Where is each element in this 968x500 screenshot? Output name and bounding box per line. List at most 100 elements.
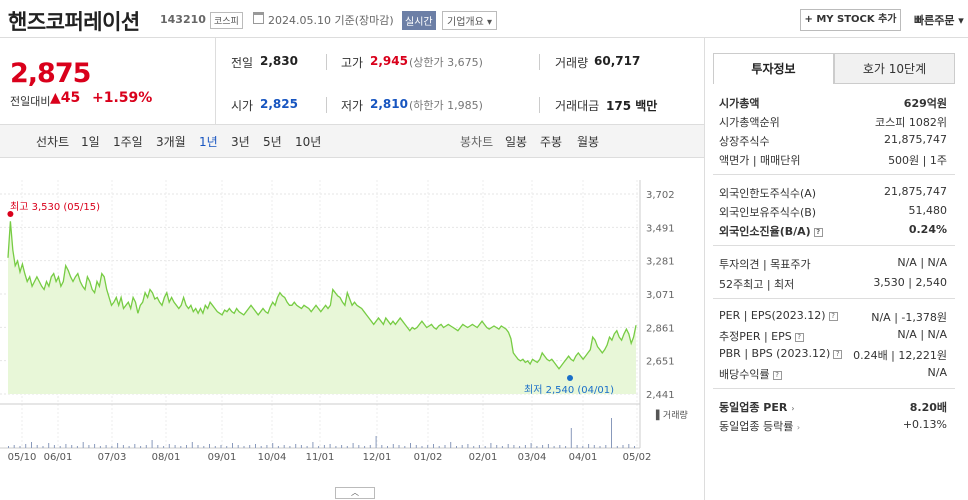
volume-bar — [496, 445, 498, 448]
volume-bar — [214, 446, 216, 448]
dividend-value: N/A — [927, 366, 947, 379]
volume-bar — [232, 443, 233, 448]
volume-bar — [582, 446, 584, 448]
volume-bar — [364, 446, 366, 448]
volume-bar — [461, 445, 463, 448]
volume-bar — [174, 445, 176, 448]
volume-label: 거래량 — [555, 56, 589, 70]
pbr-value: 0.24배 | 12,221원 — [853, 349, 947, 362]
chart-collapse-button[interactable]: ︿ — [335, 487, 375, 499]
candle-weekly[interactable]: 주봉 — [540, 135, 563, 149]
volume-bar — [226, 446, 228, 448]
volume-bar — [473, 446, 475, 448]
volume-bar — [352, 443, 354, 448]
volume-bar — [209, 444, 210, 448]
tab-investment-info[interactable]: 투자정보 — [713, 53, 834, 84]
divider — [713, 245, 955, 246]
volume-bar — [128, 446, 130, 448]
period-1w[interactable]: 1주일 — [113, 135, 143, 149]
period-3m[interactable]: 3개월 — [156, 135, 186, 149]
volume-bar — [622, 445, 624, 448]
volume-bar — [145, 445, 147, 448]
volume-bar — [88, 445, 90, 448]
volume-bar — [53, 445, 55, 448]
opinion-value: N/A | N/A — [897, 256, 947, 269]
price-chart[interactable]: 3,702 3,491 3,281 3,071 2,861 2,651 2,441 05/1… — [0, 160, 704, 486]
volume-bar — [433, 444, 434, 448]
volume-bar — [157, 445, 159, 448]
volume-bar — [255, 444, 256, 448]
divider — [539, 97, 540, 113]
period-10y[interactable]: 10년 — [295, 135, 322, 149]
industry-change-label[interactable]: 동일업종 등락률 › — [719, 420, 801, 433]
help-icon[interactable]: ? — [772, 371, 782, 380]
x-tick-label: 04/01 — [569, 452, 598, 463]
market-cap-value: 629억원 — [903, 97, 947, 110]
help-icon[interactable]: ? — [833, 350, 843, 359]
volume-bar — [553, 446, 555, 448]
candle-monthly[interactable]: 월봉 — [577, 135, 600, 149]
stock-name: 핸즈코퍼레이션 — [8, 10, 140, 34]
volume-bar — [501, 446, 503, 448]
volume-bar — [628, 444, 630, 448]
volume-bar — [593, 445, 595, 448]
period-3y[interactable]: 3년 — [231, 135, 250, 149]
volume-bar — [634, 446, 635, 448]
x-tick-label: 11/01 — [306, 452, 335, 463]
volume-bar — [31, 442, 32, 448]
low-value: 2,810 — [370, 97, 408, 111]
divider — [713, 298, 955, 299]
face-value-label: 액면가 | 매매단위 — [719, 154, 801, 167]
volume-bar — [392, 444, 394, 448]
calendar-icon — [253, 12, 264, 24]
divider — [713, 174, 955, 175]
face-value: 500원 | 1주 — [888, 154, 947, 167]
current-price: 2,875 — [10, 58, 91, 89]
low-label: 저가 — [341, 99, 364, 113]
tab-order-book[interactable]: 호가 10단계 — [834, 53, 955, 84]
candle-daily[interactable]: 일봉 — [505, 135, 528, 149]
foreign-rate-value: 0.24% — [908, 223, 947, 236]
dividend-label: 배당수익률? — [719, 366, 782, 382]
my-stock-add-button[interactable]: + MY STOCK 추가 — [800, 9, 901, 31]
x-tick-label: 09/01 — [208, 452, 237, 463]
volume-bar — [369, 445, 371, 448]
volume-bar — [588, 444, 590, 448]
period-5y[interactable]: 5년 — [263, 135, 282, 149]
x-tick-label: 08/01 — [152, 452, 181, 463]
prev-close-value: 2,830 — [260, 54, 298, 68]
quick-order-dropdown[interactable]: 빠른주문 ▾ — [914, 14, 964, 27]
divider — [326, 97, 327, 113]
y-tick-label: 3,071 — [646, 290, 675, 301]
market-cap-label: 시가총액 — [719, 97, 760, 110]
volume-bar — [478, 445, 480, 448]
right-panel — [704, 38, 968, 500]
max-label: 최고 3,530 (05/15) — [10, 201, 100, 213]
period-1y[interactable]: 1년 — [199, 135, 218, 149]
volume-bar — [36, 445, 38, 448]
help-icon[interactable]: ? — [828, 312, 838, 321]
volume-bar — [312, 442, 314, 448]
stock-code: 143210 — [160, 13, 206, 26]
help-icon[interactable]: ? — [794, 333, 804, 342]
period-1d[interactable]: 1일 — [81, 135, 100, 149]
est-per-label: 추정PER | EPS? — [719, 328, 804, 344]
volume-bar — [513, 445, 515, 448]
company-overview-dropdown[interactable]: 기업개요 ▾ — [442, 11, 497, 30]
volume-bar — [25, 444, 27, 448]
foreign-limit-label: 외국인한도주식수(A) — [719, 187, 817, 200]
y-tick-label: 3,281 — [646, 257, 675, 268]
volume-bar — [542, 445, 544, 448]
volume-bar — [519, 446, 521, 448]
volume-bar — [467, 444, 469, 448]
volume-bar — [283, 445, 285, 448]
industry-per-value: 8.20배 — [909, 401, 947, 414]
industry-per-label[interactable]: 동일업종 PER › — [719, 401, 795, 414]
volume-bar — [151, 440, 153, 448]
foreign-rate-label: 외국인소진율(B/A)? — [719, 223, 823, 239]
help-icon[interactable]: ? — [813, 228, 823, 237]
amount-value: 175 백만 — [606, 99, 658, 113]
realtime-button[interactable]: 실시간 — [402, 11, 436, 30]
volume-bar — [536, 446, 538, 448]
volume-bar — [105, 445, 107, 448]
